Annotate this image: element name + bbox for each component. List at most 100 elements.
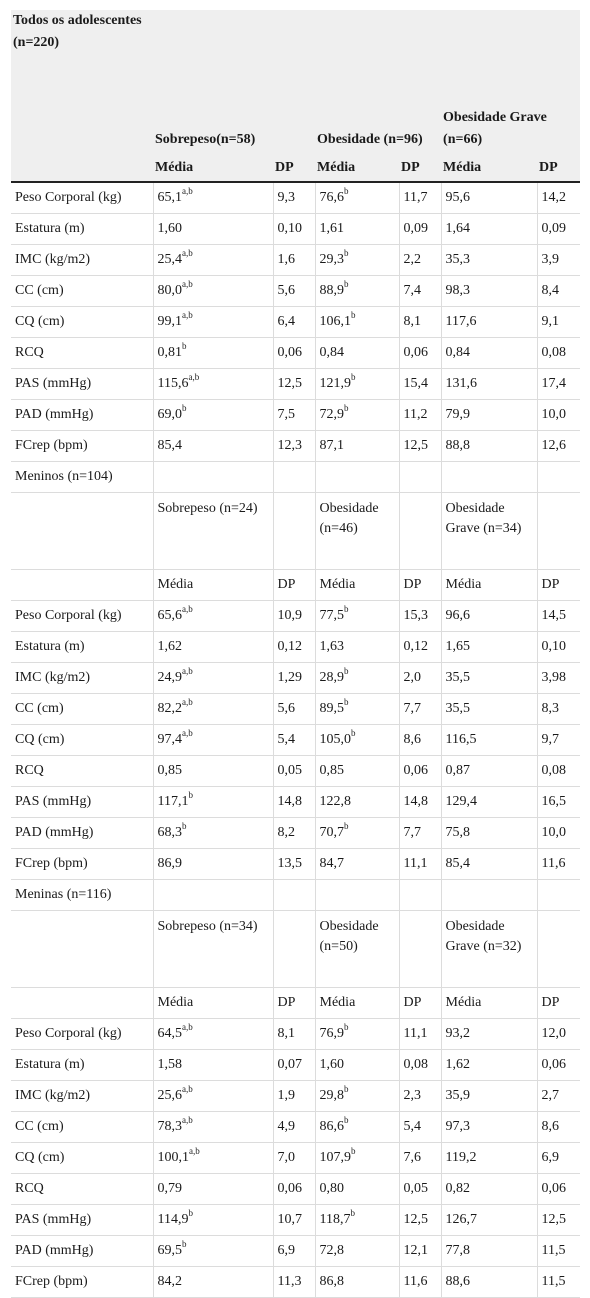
significance-superscript: b	[344, 1084, 349, 1095]
cell-value: 25,4	[157, 252, 183, 267]
empty-cell	[153, 461, 274, 493]
row-label: IMC (kg/m2)	[11, 1080, 154, 1112]
cell-value: 8,3	[541, 701, 560, 716]
row-label: CC (cm)	[11, 275, 154, 307]
cell-value: 10,7	[277, 1212, 303, 1227]
empty-cell	[399, 879, 442, 911]
table-row: CC (cm) 80,0a,b 5,6 88,9b 7,4 98,3 8,4	[11, 275, 581, 307]
row-label: CQ (cm)	[11, 306, 154, 338]
sd-label: DP	[537, 987, 581, 1019]
cell-value: 1,60	[319, 1057, 345, 1072]
mean-cell: 64,5a,b	[153, 1018, 274, 1050]
significance-superscript: b	[188, 1208, 193, 1219]
cell-value: 72,8	[319, 1243, 345, 1258]
mean-cell: 106,1b	[315, 306, 400, 338]
table-row: FCrep (bpm) 84,2 11,3 86,8 11,6 88,6 11,5	[11, 1266, 581, 1298]
row-label: CC (cm)	[11, 1111, 154, 1143]
mean-cell: 70,7b	[315, 817, 400, 849]
cell-value: 84,2	[157, 1274, 183, 1289]
significance-superscript: b	[344, 697, 349, 708]
cell-value: 8,1	[277, 1026, 296, 1041]
mean-cell: 1,62	[153, 631, 274, 663]
mean-cell: 76,9b	[315, 1018, 400, 1050]
cell-value: 0,05	[403, 1181, 429, 1196]
significance-superscript: b	[350, 1208, 356, 1219]
mean-cell: 119,2	[441, 1142, 538, 1174]
sd-label: DP	[537, 569, 581, 601]
cell-value: 9,3	[277, 190, 296, 205]
cell-value: 0,06	[277, 345, 303, 360]
table-row: PAS (mmHg) 115,6a,b 12,5 121,9b 15,4 131,6 17,…	[11, 368, 581, 400]
sd-cell: 16,5	[537, 786, 581, 818]
cell-value: 11,2	[403, 407, 428, 422]
cell-value: 1,6	[277, 252, 296, 267]
table-row: IMC (kg/m2) 24,9a,b 1,29 28,9b 2,0 35,5 3,98	[11, 662, 581, 694]
table-row: FCrep (bpm) 86,9 13,5 84,7 11,1 85,4 11,6	[11, 848, 581, 880]
table-row: PAS (mmHg) 114,9b 10,7 118,7b 12,5 126,7 12,5	[11, 1204, 581, 1236]
significance-superscript: b	[344, 279, 349, 290]
cell-value: 70,7	[319, 825, 345, 840]
sd-cell: 0,12	[399, 631, 442, 663]
cell-value: 11,1	[403, 856, 428, 871]
row-label: Estatura (m)	[11, 631, 154, 663]
table-row: RCQ 0,81b 0,06 0,84 0,06 0,84 0,08	[11, 337, 581, 369]
cell-value: 115,6	[157, 376, 189, 391]
cell-value: 0,06	[541, 1181, 567, 1196]
row-label: CC (cm)	[11, 693, 154, 725]
cell-value: 15,3	[403, 608, 429, 623]
cell-value: 8,6	[541, 1119, 560, 1134]
sd-cell: 0,06	[537, 1049, 581, 1081]
sd-cell: 10,0	[537, 817, 581, 849]
mean-cell: 1,58	[153, 1049, 274, 1081]
cell-value: 76,9	[319, 1026, 345, 1041]
cell-value: 0,10	[541, 639, 567, 654]
mean-label: Média	[153, 987, 274, 1019]
table-row: IMC (kg/m2) 25,4a,b 1,6 29,3b 2,2 35,3 3,9	[11, 244, 581, 276]
cell-value: 0,81	[157, 345, 183, 360]
significance-superscript: b	[188, 790, 193, 801]
cell-value: 0,85	[319, 763, 345, 778]
sd-header: DP	[537, 157, 581, 183]
cell-value: 86,9	[157, 856, 183, 871]
row-label: PAS (mmHg)	[11, 368, 154, 400]
sd-cell: 14,2	[537, 182, 581, 214]
mean-cell: 0,85	[153, 755, 274, 787]
cell-value: 10,0	[541, 825, 567, 840]
empty-cell	[273, 910, 316, 988]
cell-value: 11,3	[277, 1274, 302, 1289]
cell-value: 86,6	[319, 1119, 345, 1134]
mean-cell: 1,60	[315, 1049, 400, 1081]
cell-value: 16,5	[541, 794, 567, 809]
table-row: CC (cm) 78,3a,b 4,9 86,6b 5,4 97,3 8,6	[11, 1111, 581, 1143]
row-label: PAS (mmHg)	[11, 786, 154, 818]
sd-cell: 0,09	[399, 213, 442, 245]
significance-superscript: b	[344, 1022, 349, 1033]
cell-value: 11,1	[403, 1026, 428, 1041]
cell-value: 117,1	[157, 794, 189, 809]
row-label: Peso Corporal (kg)	[11, 1018, 154, 1050]
cell-value: 9,1	[541, 314, 560, 329]
mean-cell: 77,5b	[315, 600, 400, 632]
mean-cell: 69,5b	[153, 1235, 274, 1267]
sd-cell: 2,2	[399, 244, 442, 276]
table-row: RCQ 0,85 0,05 0,85 0,06 0,87 0,08	[11, 755, 581, 787]
group-label-obesidade-grave: Obesidade Grave (n=32)	[441, 910, 538, 988]
mean-label: Média	[441, 569, 538, 601]
sd-cell: 13,5	[273, 848, 316, 880]
cell-value: 6,4	[277, 314, 296, 329]
sd-cell: 0,05	[399, 1173, 442, 1205]
mean-cell: 0,79	[153, 1173, 274, 1205]
empty-cell	[315, 879, 400, 911]
sd-cell: 12,5	[399, 430, 442, 462]
cell-value: 69,0	[157, 407, 183, 422]
mean-cell: 0,84	[315, 337, 400, 369]
cell-value: 119,2	[445, 1150, 477, 1165]
group-header-row: Sobrepeso (n=24) Obesidade (n=46) Obesidad…	[11, 492, 581, 570]
row-label: Peso Corporal (kg)	[11, 600, 154, 632]
cell-value: 77,8	[445, 1243, 471, 1258]
cell-value: 14,8	[403, 794, 429, 809]
table-header: Todos os adolescentes (n=220) Sobrepeso(…	[11, 10, 581, 183]
sd-cell: 0,06	[273, 1173, 316, 1205]
sd-cell: 11,6	[399, 1266, 442, 1298]
mean-cell: 0,84	[441, 337, 538, 369]
